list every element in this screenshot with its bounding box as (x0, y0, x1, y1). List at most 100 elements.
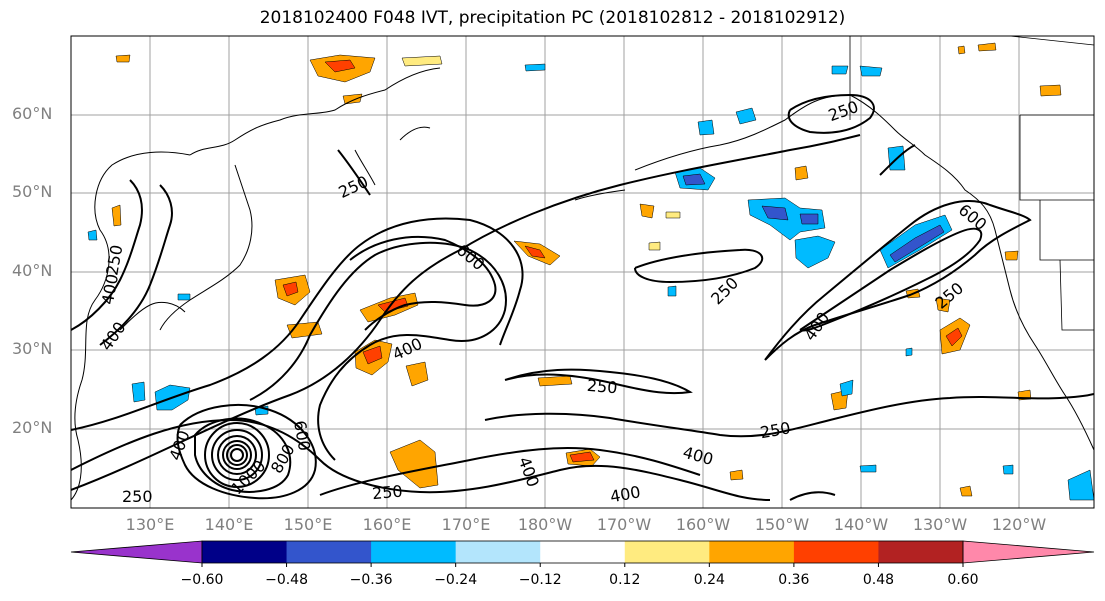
lon-label: 170°E (441, 515, 491, 534)
ivt-contour (879, 144, 916, 176)
ivt-contour (71, 418, 771, 501)
precip-patch (282, 281, 299, 297)
precip-patch (342, 93, 363, 105)
lon-label: 150°E (283, 515, 333, 534)
ivt-contour (222, 440, 252, 470)
precip-patch (1002, 464, 1014, 475)
precip-patch (377, 297, 409, 313)
contour-label: 400 (609, 482, 642, 506)
lon-label: 120°W (991, 515, 1047, 534)
contour-label: 250 (931, 278, 967, 312)
precip-patch (859, 464, 877, 473)
precip-patch (667, 285, 677, 297)
contour-label: 400 (681, 443, 715, 469)
ivt-contour (204, 422, 270, 488)
precip-patch (87, 229, 98, 241)
precip-patch (839, 379, 854, 397)
colorbar-tick-label: 0.48 (862, 572, 895, 588)
lon-label: 160°E (362, 515, 412, 534)
lon-label: 160°W (675, 515, 731, 534)
colorbar-tick-label: 0.36 (778, 572, 810, 588)
map-frame (70, 35, 1095, 509)
lat-label: 20°N (12, 418, 53, 437)
precip-patch (794, 235, 836, 269)
contour-label: 250 (759, 418, 792, 442)
ivt-contour (194, 417, 292, 493)
contour-label: 250 (586, 376, 618, 398)
ivt-contours (71, 93, 1094, 501)
coastlines (71, 67, 1094, 501)
gridlines (71, 36, 1094, 508)
contour-label: 400 (98, 273, 122, 306)
precip-patch (111, 204, 122, 227)
precip-patch (697, 119, 715, 136)
precip-patch (799, 213, 819, 225)
lon-label: 150°W (754, 515, 810, 534)
lat-label: 60°N (12, 104, 53, 123)
political-borders (849, 36, 1094, 331)
precip-patch (959, 485, 973, 497)
ivt-contour (319, 447, 701, 496)
precip-patch (977, 42, 997, 52)
ivt-contour (226, 444, 248, 466)
ivt-contour (799, 227, 983, 332)
ivt-contour (71, 179, 143, 331)
precip-patch (389, 439, 439, 489)
precip-patch (177, 293, 191, 301)
precip-patch (1039, 84, 1062, 97)
lat-label: 40°N (12, 261, 53, 280)
contour-label: 400 (390, 334, 426, 364)
contour-label: 600 (955, 200, 991, 234)
precip-patch (729, 469, 744, 481)
precip-patch (945, 327, 963, 347)
ivt-contour (787, 93, 875, 134)
lon-label: 130°E (125, 515, 175, 534)
contour-label: 250 (826, 97, 861, 125)
precip-patch (905, 347, 913, 357)
precip-patch (957, 45, 966, 55)
contour-label: 400 (165, 428, 193, 463)
ivt-contour (230, 448, 244, 462)
precip-patch (682, 173, 706, 186)
ivt-contour (217, 435, 257, 475)
precip-patch (1067, 469, 1094, 501)
precip-patch (537, 375, 573, 387)
map-title: 2018102400 F048 IVT, precipitation PC (2… (259, 8, 846, 28)
precip-patch (889, 224, 945, 263)
precip-patch (761, 205, 789, 221)
precip-patch (665, 211, 681, 219)
ivt-contour (71, 217, 524, 431)
precip-patch (831, 65, 849, 75)
precip-patch (648, 241, 661, 251)
colorbar-tick-label: 0.60 (947, 572, 979, 588)
ivt-contour (99, 184, 173, 346)
lon-label: 180°W (517, 515, 573, 534)
lat-label: 30°N (12, 339, 53, 358)
ivt-contour (176, 404, 317, 500)
contour-label: 400 (515, 454, 543, 489)
precip-patch (859, 65, 883, 77)
precip-patch (794, 165, 809, 181)
ivt-contour (504, 368, 693, 395)
ivt-contour (484, 393, 1094, 438)
contour-label: 250 (371, 482, 403, 504)
precip-patch (115, 54, 131, 63)
lon-label: 130°W (912, 515, 968, 534)
ivt-contour (211, 429, 263, 481)
precip-patch (362, 345, 383, 365)
precip-patch (735, 107, 757, 125)
colorbar-tick-label: 0.24 (693, 572, 725, 588)
ivt-contour (634, 248, 764, 284)
contour-label: 250 (122, 487, 153, 506)
colorbar-tick-label: −0.60 (180, 572, 224, 588)
precip-patch (324, 59, 356, 73)
colorbar-tick-label: −0.36 (349, 572, 393, 588)
contour-labels: 250 250 400 600 250 600 400 250 250 400 … (97, 97, 991, 506)
lat-label: 50°N (12, 182, 53, 201)
colorbar-tick-label: −0.48 (265, 572, 308, 588)
colorbar-tick-label: −0.24 (434, 572, 478, 588)
lon-label: 170°W (596, 515, 652, 534)
precip-patch (524, 63, 546, 72)
precip-patch (935, 297, 951, 313)
